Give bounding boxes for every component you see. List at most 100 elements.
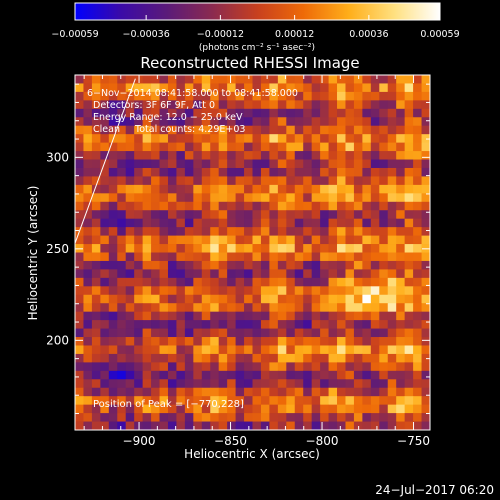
heatmap-cell [83,244,93,253]
heatmap-cell [337,210,346,220]
heatmap-cell [108,396,118,406]
heatmap-cell [294,396,304,406]
heatmap-cell [328,159,338,169]
heatmap-cell [269,387,279,397]
heatmap-cell [83,362,93,372]
heatmap-cell [286,227,296,236]
heatmap-cell [294,387,304,397]
heatmap-cell [311,142,321,152]
heatmap-cell [134,184,144,194]
heatmap-cell [235,125,245,135]
heatmap-cell [413,201,422,211]
heatmap-cell [159,142,169,152]
heatmap-cell [421,159,430,169]
heatmap-cell [108,370,118,380]
heatmap-cell [167,159,177,169]
heatmap-cell [353,345,363,355]
colorbar-tick-label: 0.00059 [420,29,459,40]
heatmap-cell [167,83,177,93]
heatmap-cell [404,117,414,127]
heatmap-cell [337,193,346,203]
heatmap-cell [134,286,144,296]
heatmap-cell [235,269,245,279]
heatmap-cell [159,159,169,169]
heatmap-cell [387,303,397,313]
heatmap-cell [353,396,363,406]
heatmap-cell [184,125,194,135]
heatmap-cell [125,117,135,127]
heatmap-cell [91,379,101,389]
heatmap-cell [91,125,101,135]
heatmap-cell [269,134,279,144]
heatmap-cell [235,413,245,422]
heatmap-cell [294,269,304,279]
heatmap-cell [244,193,253,203]
heatmap-cell [201,404,211,414]
heatmap-cell [108,362,118,372]
heatmap-cell [294,125,304,135]
heatmap-cell [151,100,160,110]
heatmap-cell [184,100,194,110]
heatmap-cell [184,362,194,372]
heatmap-cell [269,370,279,380]
heatmap-cell [353,134,363,144]
heatmap-cell [134,176,144,186]
heatmap-cell [303,218,313,228]
heatmap-cell [159,184,169,194]
heatmap-cell [91,404,101,414]
heatmap-cell [134,151,144,160]
heatmap-cell [218,277,228,287]
heatmap-cell [159,277,169,287]
heatmap-cell [151,176,160,186]
heatmap-cell [328,387,338,397]
heatmap-cell [277,260,287,270]
heatmap-cell [201,167,211,177]
heatmap-cell [201,218,211,228]
heatmap-cell [227,193,236,203]
heatmap-cell [421,151,430,160]
heatmap-cell [404,142,414,152]
heatmap-cell [142,134,152,144]
heatmap-cell [91,269,101,279]
heatmap-cell [362,184,372,194]
heatmap-cell [244,201,253,211]
heatmap-cell [252,252,262,262]
heatmap-cell [370,337,380,346]
heatmap-cell [362,117,372,127]
heatmap-cell [142,193,152,203]
heatmap-cell [125,151,135,160]
heatmap-cell [151,345,160,355]
heatmap-cell [337,227,346,236]
heatmap-cell [218,244,228,253]
peak-position-label: Position of Peak = [−770,228] [93,399,244,410]
heatmap-cell [227,260,236,270]
heatmap-cell [286,100,296,110]
heatmap-cell [413,413,422,422]
heatmap-cell [176,125,186,135]
heatmap-cell [142,320,152,329]
heatmap-cell [362,387,372,397]
heatmap-cell [277,387,287,397]
heatmap-cell [286,125,296,135]
heatmap-cell [387,193,397,203]
heatmap-cell [353,227,363,236]
heatmap-cell [159,210,169,220]
annotation-counts: Clean Total counts: 4.29E+03 [93,124,245,135]
heatmap-cell [379,108,389,118]
heatmap-cell [210,387,220,397]
heatmap-cell [413,269,422,279]
heatmap-cell [353,379,363,389]
heatmap-cell [227,413,236,422]
heatmap-cell [125,328,135,338]
heatmap-cell [345,125,355,135]
heatmap-cell [421,286,430,296]
heatmap-cell [311,134,321,144]
heatmap-cell [379,421,389,430]
heatmap-cell [269,167,279,177]
heatmap-cell [125,184,135,194]
heatmap-cell [421,75,430,84]
heatmap-cell [286,134,296,144]
heatmap-cell [362,421,372,430]
heatmap-cell [134,167,144,177]
heatmap-cell [235,151,245,160]
